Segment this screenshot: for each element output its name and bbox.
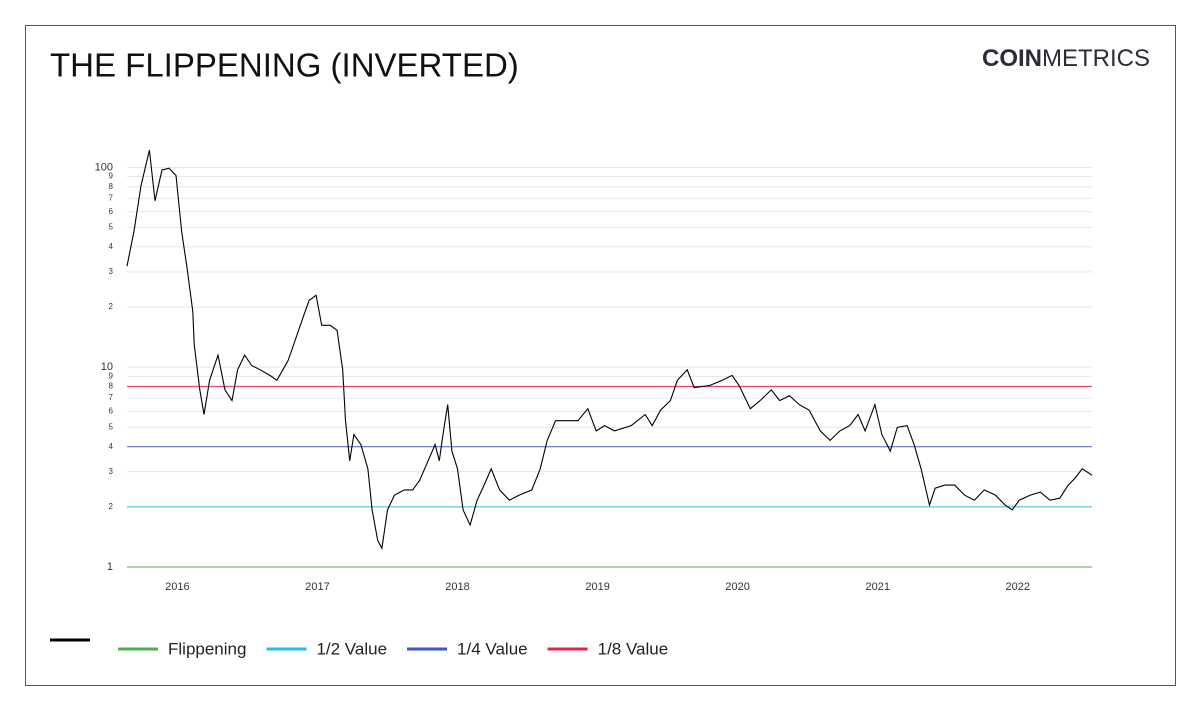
y-tick-label: 4 [109,442,114,451]
frame [25,25,1176,686]
legend-label: 1/2 Value [316,639,387,658]
x-tick-label: 2020 [725,581,749,593]
y-tick-label: 8 [109,182,114,191]
y-tick-label: 2 [109,302,114,311]
x-tick-label: 2016 [165,581,189,593]
y-tick-label: 6 [109,407,114,416]
brand-light: METRICS [1042,45,1150,72]
x-tick-label: 2022 [1006,581,1030,593]
brand-bold: COIN [982,45,1042,72]
legend-label: 1/8 Value [598,639,669,658]
legend-label: Flippening [168,639,246,658]
y-tick-label: 6 [109,207,114,216]
x-tick-label: 2018 [445,581,469,593]
legend-label: 1/4 Value [457,639,528,658]
y-tick-label: 1 [107,561,113,573]
y-tick-label: 100 [95,161,113,173]
y-tick-label: 4 [109,242,114,251]
x-tick-label: 2017 [305,581,329,593]
data-line [126,149,1093,551]
y-tick-label: 9 [109,172,114,181]
x-tick-label: 2021 [865,581,889,593]
y-tick-label: 3 [109,467,114,476]
y-tick-label: 8 [109,382,114,391]
y-tick-label: 3 [109,267,114,276]
y-tick-label: 9 [109,371,114,380]
y-tick-label: 10 [101,361,113,373]
brand-logo: COINMETRICS [982,45,1150,72]
y-tick-label: 2 [109,502,114,511]
y-tick-label: 5 [109,422,114,431]
y-tick-label: 5 [109,223,114,232]
x-tick-label: 2019 [585,581,609,593]
chart-title: THE FLIPPENING (INVERTED) [50,47,519,84]
y-tick-label: 7 [109,393,114,402]
y-tick-label: 7 [109,193,114,202]
